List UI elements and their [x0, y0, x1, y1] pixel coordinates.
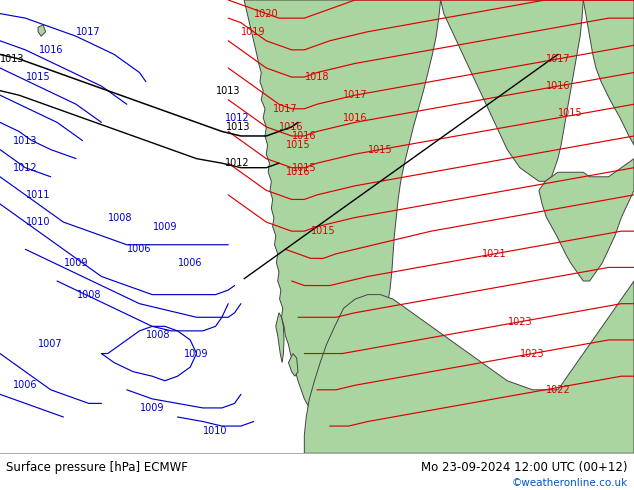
Text: 1017: 1017 [273, 104, 297, 114]
Polygon shape [288, 354, 298, 376]
Text: 1011: 1011 [26, 190, 50, 200]
Text: 1009: 1009 [184, 348, 209, 359]
Text: Mo 23-09-2024 12:00 UTC (00+12): Mo 23-09-2024 12:00 UTC (00+12) [421, 462, 628, 474]
Text: 1008: 1008 [108, 213, 133, 222]
Text: 1016: 1016 [280, 122, 304, 132]
Text: 1006: 1006 [13, 380, 37, 390]
Polygon shape [304, 281, 634, 453]
Text: 1013: 1013 [1, 54, 25, 64]
Text: 1006: 1006 [178, 258, 202, 268]
Text: 1015: 1015 [559, 108, 583, 118]
Text: 1023: 1023 [508, 317, 532, 327]
Text: 1020: 1020 [254, 9, 278, 19]
Polygon shape [539, 159, 634, 281]
Text: 1008: 1008 [146, 330, 171, 341]
Text: 1007: 1007 [39, 340, 63, 349]
Text: 1009: 1009 [140, 403, 164, 413]
Polygon shape [583, 0, 634, 145]
Text: 1018: 1018 [305, 72, 329, 82]
Text: 1012: 1012 [13, 163, 37, 172]
Polygon shape [38, 25, 46, 36]
Text: 1013: 1013 [216, 86, 240, 96]
Text: 1006: 1006 [127, 245, 152, 254]
Text: 1009: 1009 [64, 258, 88, 268]
Text: 1019: 1019 [242, 27, 266, 37]
Text: 1013: 1013 [13, 136, 37, 146]
Text: 1017: 1017 [546, 54, 570, 64]
Text: 1015: 1015 [286, 140, 310, 150]
Text: 1008: 1008 [77, 290, 101, 299]
Polygon shape [244, 0, 441, 431]
Text: 1016: 1016 [292, 131, 316, 141]
Text: 1013: 1013 [226, 122, 250, 132]
Text: Surface pressure [hPa] ECMWF: Surface pressure [hPa] ECMWF [6, 462, 188, 474]
Text: 1017: 1017 [343, 90, 367, 100]
Text: 1012: 1012 [226, 113, 250, 123]
Text: 1015: 1015 [311, 226, 335, 236]
Text: 1016: 1016 [546, 81, 570, 91]
Text: 1012: 1012 [226, 158, 250, 168]
Text: 1010: 1010 [204, 426, 228, 436]
Text: 1023: 1023 [521, 348, 545, 359]
Text: 1009: 1009 [153, 221, 177, 232]
Text: 1022: 1022 [545, 385, 571, 395]
Text: 1021: 1021 [482, 249, 507, 259]
Text: 1010: 1010 [26, 217, 50, 227]
Text: 1016: 1016 [39, 45, 63, 55]
Text: 1016: 1016 [343, 113, 367, 123]
Text: ©weatheronline.co.uk: ©weatheronline.co.uk [512, 478, 628, 488]
Text: 1016: 1016 [286, 167, 310, 177]
Text: 1015: 1015 [26, 72, 50, 82]
Text: 1015: 1015 [292, 163, 316, 172]
Polygon shape [276, 313, 284, 363]
Polygon shape [441, 0, 583, 181]
Text: 1017: 1017 [77, 27, 101, 37]
Text: 1015: 1015 [368, 145, 392, 154]
